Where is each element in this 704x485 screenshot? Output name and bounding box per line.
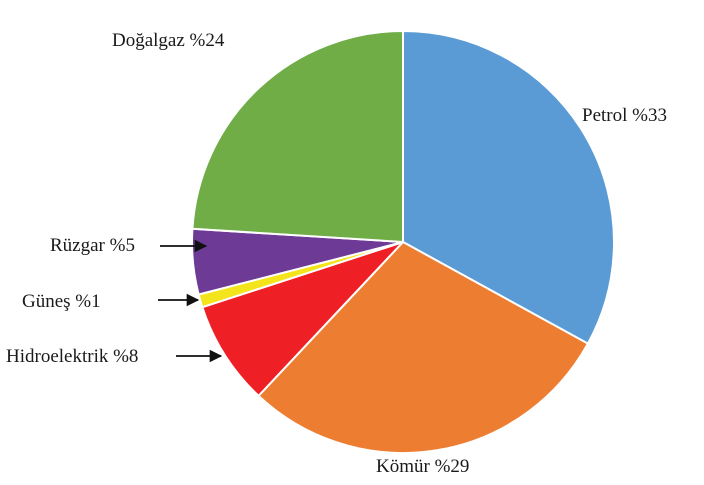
pie-slice-komur <box>257 241 589 454</box>
pie-slice-dogalgaz <box>191 30 404 243</box>
pie-slice-petrol <box>402 30 615 345</box>
slice-label-gunes: Güneş %1 <box>22 291 101 312</box>
pie-slice-hidroelektrik <box>201 241 404 397</box>
slice-label-ruzgar: Rüzgar %5 <box>50 235 135 256</box>
pie-slices <box>191 30 615 454</box>
slice-label-petrol: Petrol %33 <box>582 105 667 126</box>
slice-label-komur: Kömür %29 <box>376 456 469 477</box>
slice-label-dogalgaz: Doğalgaz %24 <box>112 30 225 51</box>
slice-label-hidroelektrik: Hidroelektrik %8 <box>6 346 138 367</box>
